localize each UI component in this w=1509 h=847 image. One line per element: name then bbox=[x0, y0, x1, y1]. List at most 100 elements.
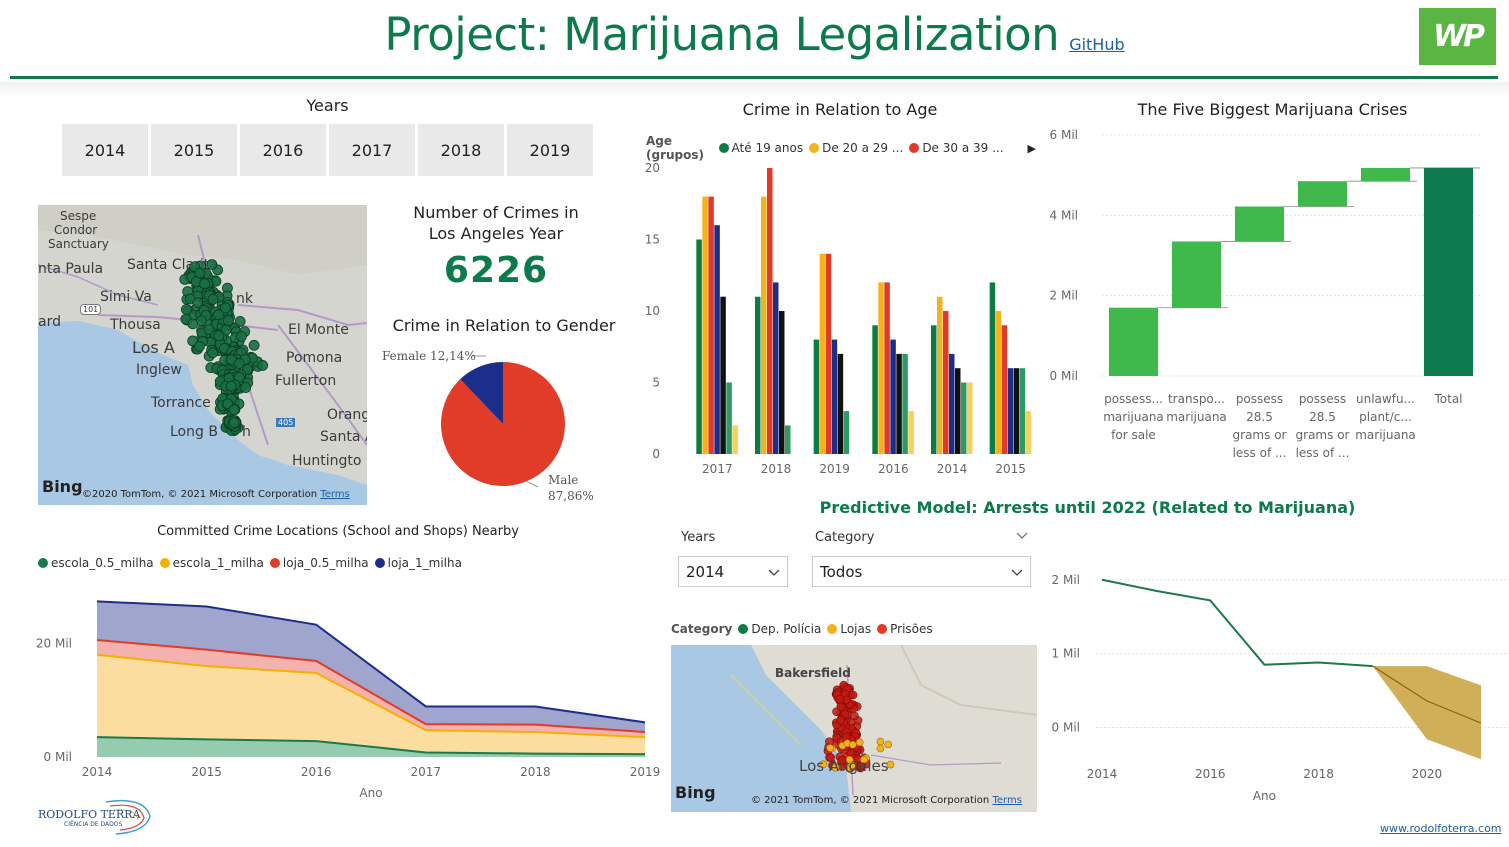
locations-chart-title: Committed Crime Locations (School and Sh… bbox=[157, 524, 519, 539]
x-tick-label: marijuana bbox=[1166, 410, 1227, 424]
bar bbox=[884, 282, 890, 454]
waterfall-bar bbox=[1108, 307, 1159, 376]
forecast-band bbox=[1372, 666, 1481, 760]
x-tick-label: marijuana bbox=[1103, 410, 1164, 424]
map-marker bbox=[876, 737, 885, 746]
y-tick-label: 0 Mil bbox=[1052, 720, 1080, 734]
x-tick-label: 2017 bbox=[411, 765, 442, 779]
map-label: h bbox=[242, 424, 251, 440]
bar bbox=[908, 411, 914, 454]
year-button-2018[interactable]: 2018 bbox=[418, 124, 504, 176]
area-escola_1_milha bbox=[97, 654, 645, 755]
bar bbox=[837, 353, 844, 454]
map-marker bbox=[206, 259, 218, 270]
age-legend-label: Age (grupos) bbox=[646, 134, 704, 162]
map-marker bbox=[233, 358, 245, 369]
kpi-label: Number of Crimes in Los Angeles Year bbox=[413, 203, 579, 243]
map-label: El Monte bbox=[288, 322, 349, 338]
california-map[interactable]: Bakersfield Los Angeles Bing © 2021 TomT… bbox=[671, 645, 1037, 812]
year-button-2016[interactable]: 2016 bbox=[240, 124, 326, 176]
year-button-2019[interactable]: 2019 bbox=[507, 124, 593, 176]
chevron-down-icon bbox=[768, 569, 780, 576]
crises-waterfall-chart[interactable]: 0 Mil 2 Mil 4 Mil 6 Mil possess... marijuana f… bbox=[1040, 120, 1509, 470]
x-tick-label: grams or bbox=[1296, 428, 1350, 442]
y-tick-label: 4 Mil bbox=[1050, 208, 1078, 222]
map-label: Sanctuary bbox=[48, 237, 109, 251]
predictive-line-chart[interactable]: 0 Mil 1 Mil 2 Mil 2014 2016 2018 2020 Ano bbox=[1040, 560, 1509, 810]
bar bbox=[785, 425, 791, 454]
category-legend: Category Dep. Polícia Lojas Prisões bbox=[671, 622, 1031, 636]
x-tick-label: possess... bbox=[1104, 392, 1163, 406]
map-background bbox=[38, 205, 367, 505]
map-label: Long B bbox=[170, 424, 218, 440]
year-button-2014[interactable]: 2014 bbox=[62, 124, 148, 176]
bar bbox=[902, 353, 908, 454]
map-label: Fullerton bbox=[275, 373, 337, 389]
chevron-down-icon bbox=[1011, 569, 1023, 576]
x-tick-label: 2018 bbox=[1303, 767, 1334, 781]
bar bbox=[726, 382, 732, 454]
bar bbox=[872, 325, 878, 454]
y-tick-label: 0 Mil bbox=[44, 750, 72, 764]
category-legend-label: Category bbox=[671, 622, 733, 636]
x-tick-label: 2018 bbox=[520, 765, 551, 779]
map-marker bbox=[860, 755, 868, 764]
x-tick-label: for sale bbox=[1111, 428, 1156, 442]
legend-next-arrow-icon[interactable]: ▶ bbox=[1027, 141, 1036, 155]
bar bbox=[943, 311, 949, 454]
map-marker bbox=[213, 309, 225, 321]
website-link[interactable]: www.rodolfoterra.com bbox=[1380, 822, 1502, 835]
chevron-down-icon[interactable] bbox=[1016, 529, 1028, 544]
map-marker bbox=[836, 716, 845, 726]
y-tick-label: 2 Mil bbox=[1052, 573, 1080, 587]
map-marker bbox=[855, 738, 864, 747]
map-label: Thousa bbox=[110, 317, 161, 333]
locations-legend: escola_0.5_milha escola_1_milha loja_0.5… bbox=[38, 556, 638, 570]
x-axis-title: Ano bbox=[359, 786, 382, 800]
map-marker bbox=[187, 318, 199, 330]
map-markers bbox=[819, 680, 895, 773]
bar bbox=[696, 239, 702, 454]
map-label: ard bbox=[38, 314, 61, 330]
x-tick-label: 2015 bbox=[995, 462, 1026, 476]
map-label: Sespe bbox=[60, 209, 97, 223]
map-marker bbox=[826, 753, 835, 762]
predictive-title: Predictive Model: Arrests until 2022 (Re… bbox=[819, 498, 1356, 517]
years-dropdown[interactable]: 2014 bbox=[678, 556, 788, 587]
map-marker bbox=[257, 360, 269, 371]
map-marker bbox=[884, 740, 892, 749]
la-crime-map[interactable]: Sespe Condor Sanctuary nta Paula Santa C… bbox=[38, 205, 367, 505]
category-dropdown[interactable]: Todos bbox=[812, 556, 1031, 587]
x-tick-label: 2016 bbox=[1195, 767, 1226, 781]
legend-item-ate-19: Até 19 anos bbox=[718, 141, 803, 155]
page-title: Project: Marijuana Legalization GitHub bbox=[0, 8, 1509, 61]
map-label: nk bbox=[236, 291, 253, 307]
map-marker bbox=[849, 740, 857, 749]
x-tick-label: unlawfu... bbox=[1356, 392, 1415, 406]
logo-name: RODOLFO TERRA bbox=[38, 808, 141, 821]
map-marker bbox=[194, 340, 205, 352]
x-tick-label: transpo... bbox=[1168, 392, 1225, 406]
map-terms-link[interactable]: Terms bbox=[992, 795, 1022, 806]
bar bbox=[779, 311, 785, 454]
year-button-2017[interactable]: 2017 bbox=[329, 124, 415, 176]
bar bbox=[955, 368, 961, 454]
x-tick-label: less of ... bbox=[1233, 446, 1287, 460]
bar bbox=[1019, 368, 1026, 454]
map-label: Los A bbox=[132, 338, 175, 357]
locations-area-chart[interactable]: 0 Mil 20 Mil 2014 2015 2016 2017 2018 2019 Ano bbox=[30, 590, 670, 805]
years-dropdown-value: 2014 bbox=[686, 562, 725, 581]
bar bbox=[843, 411, 850, 454]
gender-chart-title: Crime in Relation to Gender bbox=[392, 316, 616, 335]
logo-subtitle: CIÊNCIA DE DADOS bbox=[64, 821, 123, 828]
gender-pie-chart[interactable]: Female 12,14% Male 87,86% bbox=[380, 340, 620, 510]
github-link[interactable]: GitHub bbox=[1069, 35, 1125, 54]
bar bbox=[896, 353, 902, 454]
x-tick-label: 2016 bbox=[878, 462, 909, 476]
year-button-2015[interactable]: 2015 bbox=[151, 124, 237, 176]
legend-item-prisoes: Prisões bbox=[877, 622, 933, 636]
male-pct-label: 87,86% bbox=[548, 489, 594, 503]
age-bar-chart[interactable]: 0 5 10 15 20 2017 2018 2019 2016 2014 2015 bbox=[636, 152, 1040, 482]
map-terms-link[interactable]: Terms bbox=[320, 489, 350, 500]
male-label: Male bbox=[548, 473, 578, 487]
